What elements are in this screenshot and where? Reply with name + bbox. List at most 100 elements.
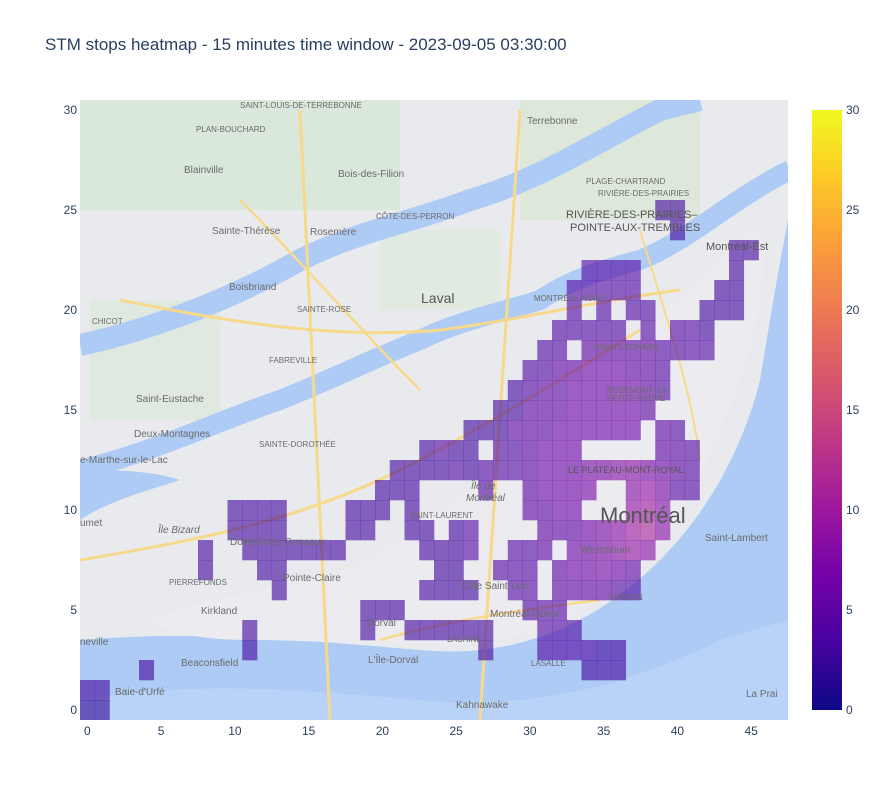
heatmap-cell: [581, 400, 597, 421]
heatmap-cell: [493, 440, 509, 461]
heatmap-cell: [198, 560, 214, 581]
svg-text:Kirkland: Kirkland: [201, 606, 237, 617]
heatmap-cell: [566, 460, 582, 481]
svg-text:Blainville: Blainville: [184, 165, 224, 176]
x-tick-label: 5: [158, 724, 165, 738]
heatmap-cell: [655, 360, 671, 381]
heatmap-cell: [522, 360, 538, 381]
svg-text:Baie-d'Urfé: Baie-d'Urfé: [115, 687, 165, 698]
heatmap-cell: [581, 320, 597, 341]
heatmap-cell: [684, 320, 700, 341]
heatmap-cell: [581, 580, 597, 601]
heatmap-cell: [522, 420, 538, 441]
heatmap-cell: [242, 640, 258, 661]
heatmap-cell: [242, 620, 258, 641]
heatmap-cell: [478, 460, 494, 481]
colorbar-tick-label: 10: [846, 503, 860, 517]
y-tick-label: 20: [64, 303, 78, 317]
heatmap-cell: [198, 540, 214, 561]
heatmap-cell: [507, 460, 523, 481]
colorbar: [812, 110, 842, 710]
heatmap-cell: [463, 520, 479, 541]
svg-text:Île de: Île de: [471, 479, 496, 492]
svg-text:La Prai: La Prai: [746, 689, 778, 700]
heatmap-cell: [670, 420, 686, 441]
heatmap-cell: [448, 520, 464, 541]
svg-text:Côte Saint-Luc: Côte Saint-Luc: [461, 581, 527, 592]
heatmap-cell: [80, 680, 96, 701]
svg-text:Montréal-Est: Montréal-Est: [706, 241, 768, 253]
colorbar-tick-label: 0: [846, 703, 853, 717]
heatmap-cell: [625, 500, 641, 521]
svg-text:PLAGE-CHARTRAND: PLAGE-CHARTRAND: [586, 177, 666, 186]
heatmap-cell: [404, 620, 420, 641]
heatmap-cell: [434, 440, 450, 461]
svg-text:Montréal: Montréal: [600, 503, 686, 528]
heatmap-cell: [434, 620, 450, 641]
heatmap-cell: [537, 640, 553, 661]
heatmap-cell: [611, 280, 627, 301]
svg-text:Boisbriand: Boisbriand: [229, 282, 276, 293]
heatmap-cell: [566, 500, 582, 521]
heatmap-cell: [670, 480, 686, 501]
heatmap-cell: [552, 560, 568, 581]
heatmap-cell: [684, 340, 700, 361]
heatmap-cell: [596, 360, 612, 381]
heatmap-cell: [640, 320, 656, 341]
heatmap-cell: [448, 620, 464, 641]
heatmap-cell: [478, 640, 494, 661]
svg-text:CÔTE-DES-PERRON: CÔTE-DES-PERRON: [376, 212, 454, 221]
heatmap-cell: [581, 560, 597, 581]
heatmap-cell: [566, 540, 582, 561]
svg-text:CHICOT: CHICOT: [92, 317, 123, 326]
heatmap-cell: [625, 560, 641, 581]
heatmap-cell: [242, 500, 258, 521]
svg-text:Terrebonne: Terrebonne: [527, 116, 578, 127]
heatmap-cell: [625, 360, 641, 381]
heatmap-cell: [566, 480, 582, 501]
svg-text:VERDUN: VERDUN: [609, 593, 643, 602]
heatmap-cell: [596, 420, 612, 441]
heatmap-cell: [729, 300, 745, 321]
heatmap-cell: [611, 540, 627, 561]
heatmap-cell: [507, 540, 523, 561]
heatmap-cell: [360, 500, 376, 521]
heatmap-cell: [611, 400, 627, 421]
heatmap-cell: [566, 280, 582, 301]
heatmap-cell: [552, 500, 568, 521]
heatmap-cell: [522, 540, 538, 561]
heatmap-cell: [463, 460, 479, 481]
heatmap-cell: [670, 220, 686, 241]
y-tick-label: 15: [64, 403, 78, 417]
svg-text:Montréal-Ouest: Montréal-Ouest: [490, 609, 559, 620]
heatmap-cell: [242, 540, 258, 561]
heatmap-cell: [463, 620, 479, 641]
heatmap-cell: [537, 440, 553, 461]
heatmap-cell: [655, 200, 671, 221]
svg-text:RIVIÈRE-DES-PRAIRIES: RIVIÈRE-DES-PRAIRIES: [598, 189, 689, 198]
heatmap-cell: [419, 460, 435, 481]
heatmap-cell: [640, 500, 656, 521]
heatmap-cell: [271, 560, 287, 581]
heatmap-cell: [625, 280, 641, 301]
heatmap-cell: [640, 520, 656, 541]
heatmap-cell: [448, 460, 464, 481]
heatmap-cell: [537, 340, 553, 361]
svg-text:neville: neville: [80, 637, 109, 648]
heatmap-cell: [227, 520, 243, 541]
svg-text:Pointe-Claire: Pointe-Claire: [283, 573, 341, 584]
heatmap-cell: [581, 640, 597, 661]
heatmap-cell: [596, 540, 612, 561]
heatmap-cell: [566, 380, 582, 401]
heatmap-cell: [566, 360, 582, 381]
heatmap-cell: [566, 320, 582, 341]
svg-text:Saint-Eustache: Saint-Eustache: [136, 394, 204, 405]
heatmap-cell: [566, 420, 582, 441]
heatmap-cell: [360, 520, 376, 541]
heatmap-cell: [537, 500, 553, 521]
heatmap-cell: [448, 540, 464, 561]
heatmap-cell: [699, 320, 715, 341]
heatmap-cell: [419, 620, 435, 641]
